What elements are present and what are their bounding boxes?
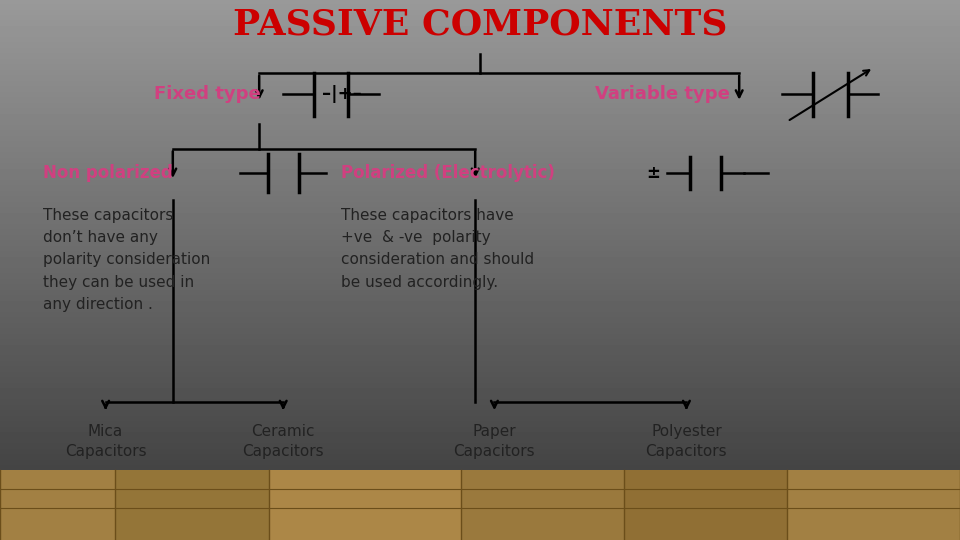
Text: Non polarized: Non polarized [43, 164, 173, 182]
Text: Variable type: Variable type [595, 85, 730, 104]
Bar [0, 470, 115, 540]
Text: Mica
Capacitors: Mica Capacitors [64, 424, 147, 458]
Text: These capacitors have
+ve  & -ve  polarity
consideration and should
be used acco: These capacitors have +ve & -ve polarity… [341, 208, 534, 289]
Text: Polyester
Capacitors: Polyester Capacitors [645, 424, 728, 458]
Text: PASSIVE COMPONENTS: PASSIVE COMPONENTS [233, 8, 727, 41]
Text: Polarized (Electrolytic): Polarized (Electrolytic) [341, 164, 555, 182]
Text: ±: ± [646, 164, 660, 182]
Bar [115, 470, 269, 540]
Text: Ceramic
Capacitors: Ceramic Capacitors [242, 424, 324, 458]
Text: These capacitors
don’t have any
polarity consideration
they can be used in
any d: These capacitors don’t have any polarity… [43, 208, 210, 312]
Bar [269, 470, 461, 540]
Bar [624, 470, 787, 540]
Bar [787, 470, 960, 540]
Bar [0, 470, 960, 540]
Text: –|+–: –|+– [322, 85, 361, 104]
Text: Fixed type: Fixed type [154, 85, 260, 104]
Bar [461, 470, 624, 540]
Text: Paper
Capacitors: Paper Capacitors [453, 424, 536, 458]
